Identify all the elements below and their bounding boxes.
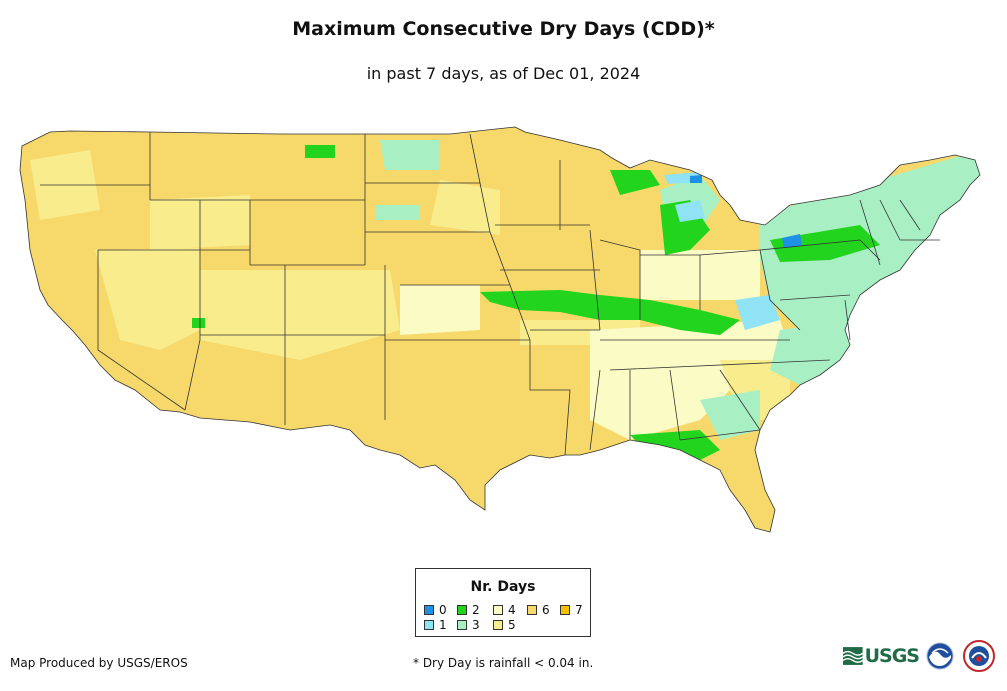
map-title: Maximum Consecutive Dry Days (CDD)* (292, 18, 715, 40)
cdd-fill-regions (20, 127, 980, 532)
legend-swatch (527, 605, 537, 615)
legend-label: 0 (439, 603, 447, 617)
usgs-logo: USGS (843, 643, 920, 669)
legend-swatch (457, 620, 467, 630)
legend-item-6: 6 (527, 604, 550, 616)
usgs-wordmark: USGS (864, 645, 920, 667)
legend-label: 7 (575, 603, 583, 617)
legend-swatch (493, 605, 503, 615)
legend-label: 2 (472, 603, 480, 617)
legend-item-4: 4 (493, 604, 516, 616)
conus-map (19, 126, 981, 533)
legend-swatch (424, 605, 434, 615)
legend-item-1: 1 (424, 619, 447, 631)
dry-day-footnote: * Dry Day is rainfall < 0.04 in. (413, 656, 594, 670)
legend-item-2: 2 (457, 604, 480, 616)
legend-title: Nr. Days (470, 579, 536, 595)
noaa-logo-icon (926, 642, 954, 670)
legend-label: 5 (508, 618, 516, 632)
nws-logo-icon (963, 640, 995, 672)
state-borders (19, 126, 981, 533)
legend-label: 6 (542, 603, 550, 617)
legend-label: 3 (472, 618, 480, 632)
map-credit: Map Produced by USGS/EROS (10, 656, 188, 670)
map-subtitle: in past 7 days, as of Dec 01, 2024 (366, 64, 641, 83)
legend-item-7: 7 (560, 604, 583, 616)
legend-item-5: 5 (493, 619, 516, 631)
legend: Nr. Days 0 1 2 3 4 5 6 7 (415, 568, 591, 637)
legend-swatch (424, 620, 434, 630)
legend-swatch (493, 620, 503, 630)
usgs-wave-icon (843, 647, 863, 665)
legend-swatch (457, 605, 467, 615)
legend-item-3: 3 (457, 619, 480, 631)
legend-item-0: 0 (424, 604, 447, 616)
legend-label: 4 (508, 603, 516, 617)
legend-label: 1 (439, 618, 447, 632)
legend-swatch (560, 605, 570, 615)
